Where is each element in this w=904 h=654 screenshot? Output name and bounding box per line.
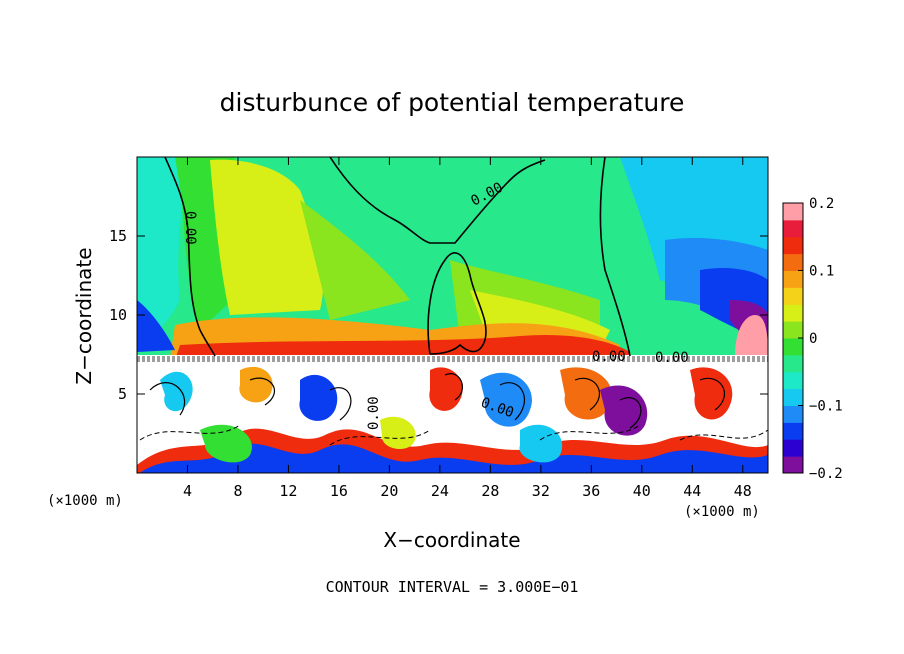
zero-contour-center — [329, 157, 546, 244]
x-unit-right: (×1000 m) — [684, 504, 760, 520]
x-tick-label: 44 — [683, 482, 701, 500]
x-tick-label: 20 — [380, 482, 398, 500]
lower-layer — [137, 358, 768, 473]
red-band — [175, 334, 630, 360]
y-axis-label: Z−coordinate — [72, 247, 96, 384]
colorbar-swatch — [783, 236, 803, 255]
colorbar-swatch — [783, 270, 803, 288]
zero-contour-lobe — [427, 252, 487, 355]
interface-hatch — [137, 356, 768, 362]
blue-region-left — [137, 300, 175, 352]
lightgreen-region-upper — [300, 200, 410, 320]
colorbar-swatch — [783, 253, 803, 271]
zero-contour-left — [164, 157, 216, 357]
lower-swirl-2 — [137, 428, 768, 473]
x-tick-label: 32 — [532, 482, 550, 500]
colorbar: 0.2 0.1 0 −0.1 −0.2 — [782, 196, 843, 482]
yellow-region-upper — [210, 159, 324, 315]
contour-interval-footer: CONTOUR INTERVAL = 3.000E−01 — [326, 578, 579, 596]
pink-bump-right — [735, 315, 768, 355]
colorbar-swatch — [783, 439, 803, 457]
colorbar-swatch — [783, 371, 803, 390]
y-tick-label: 15 — [109, 227, 127, 245]
x-tick-label: 40 — [633, 482, 651, 500]
x-tick-label: 8 — [233, 482, 242, 500]
colorbar-tick-label: −0.2 — [809, 466, 843, 482]
x-tick-label: 36 — [582, 482, 600, 500]
lower-dashed-lines — [139, 424, 768, 446]
x-tick-label: 48 — [734, 482, 752, 500]
x-axis-label: X−coordinate — [383, 528, 520, 552]
colorbar-tick-label: −0.1 — [809, 399, 843, 415]
plot-area — [137, 157, 768, 473]
colorbar-swatch — [783, 338, 803, 356]
colorbar-swatch — [783, 321, 803, 339]
contour-label: 0.00 — [182, 211, 198, 245]
lower-swirl-11 — [200, 424, 252, 463]
lower-swirl-8 — [560, 367, 612, 420]
x-tick-label: 28 — [481, 482, 499, 500]
zero-contour-right — [599, 157, 631, 357]
colorbar-swatch — [783, 354, 803, 373]
colorbar-tick-label: 0.2 — [809, 196, 834, 212]
x-tick-label: 24 — [431, 482, 449, 500]
colorbar-swatch — [783, 388, 803, 406]
lower-contour-lines — [149, 373, 726, 429]
colorbar-swatch — [783, 405, 803, 423]
lower-swirl-5 — [299, 374, 338, 421]
colorbar-swatch — [783, 456, 803, 474]
y-tick-label: 10 — [109, 306, 127, 324]
colorbar-swatch — [783, 219, 803, 238]
colorbar-swatch — [783, 203, 803, 221]
y-tick-label: 5 — [118, 385, 127, 403]
x-unit-left: (×1000 m) — [47, 493, 123, 509]
colorbar-swatch — [783, 287, 803, 305]
lower-swirl-4 — [239, 366, 273, 403]
lower-swirl-6 — [429, 367, 463, 411]
colorbar-tick-label: 0.1 — [809, 264, 834, 280]
contour-label: 0.00 — [655, 350, 689, 366]
contour-label: 0.00 — [592, 349, 626, 365]
x-tick-label: 16 — [330, 482, 348, 500]
colorbar-swatch — [783, 304, 803, 322]
lower-swirl-12 — [380, 416, 416, 450]
colorbar-swatch — [783, 422, 803, 440]
colorbar-tick-label: 0 — [809, 331, 817, 347]
interface-band — [137, 355, 768, 361]
x-tick-label: 4 — [183, 482, 192, 500]
cyan-region-left — [137, 157, 190, 340]
contour-label: 0.00 — [366, 396, 382, 430]
chart-title: disturbunce of potential temperature — [220, 88, 685, 117]
x-tick-label: 12 — [279, 482, 297, 500]
